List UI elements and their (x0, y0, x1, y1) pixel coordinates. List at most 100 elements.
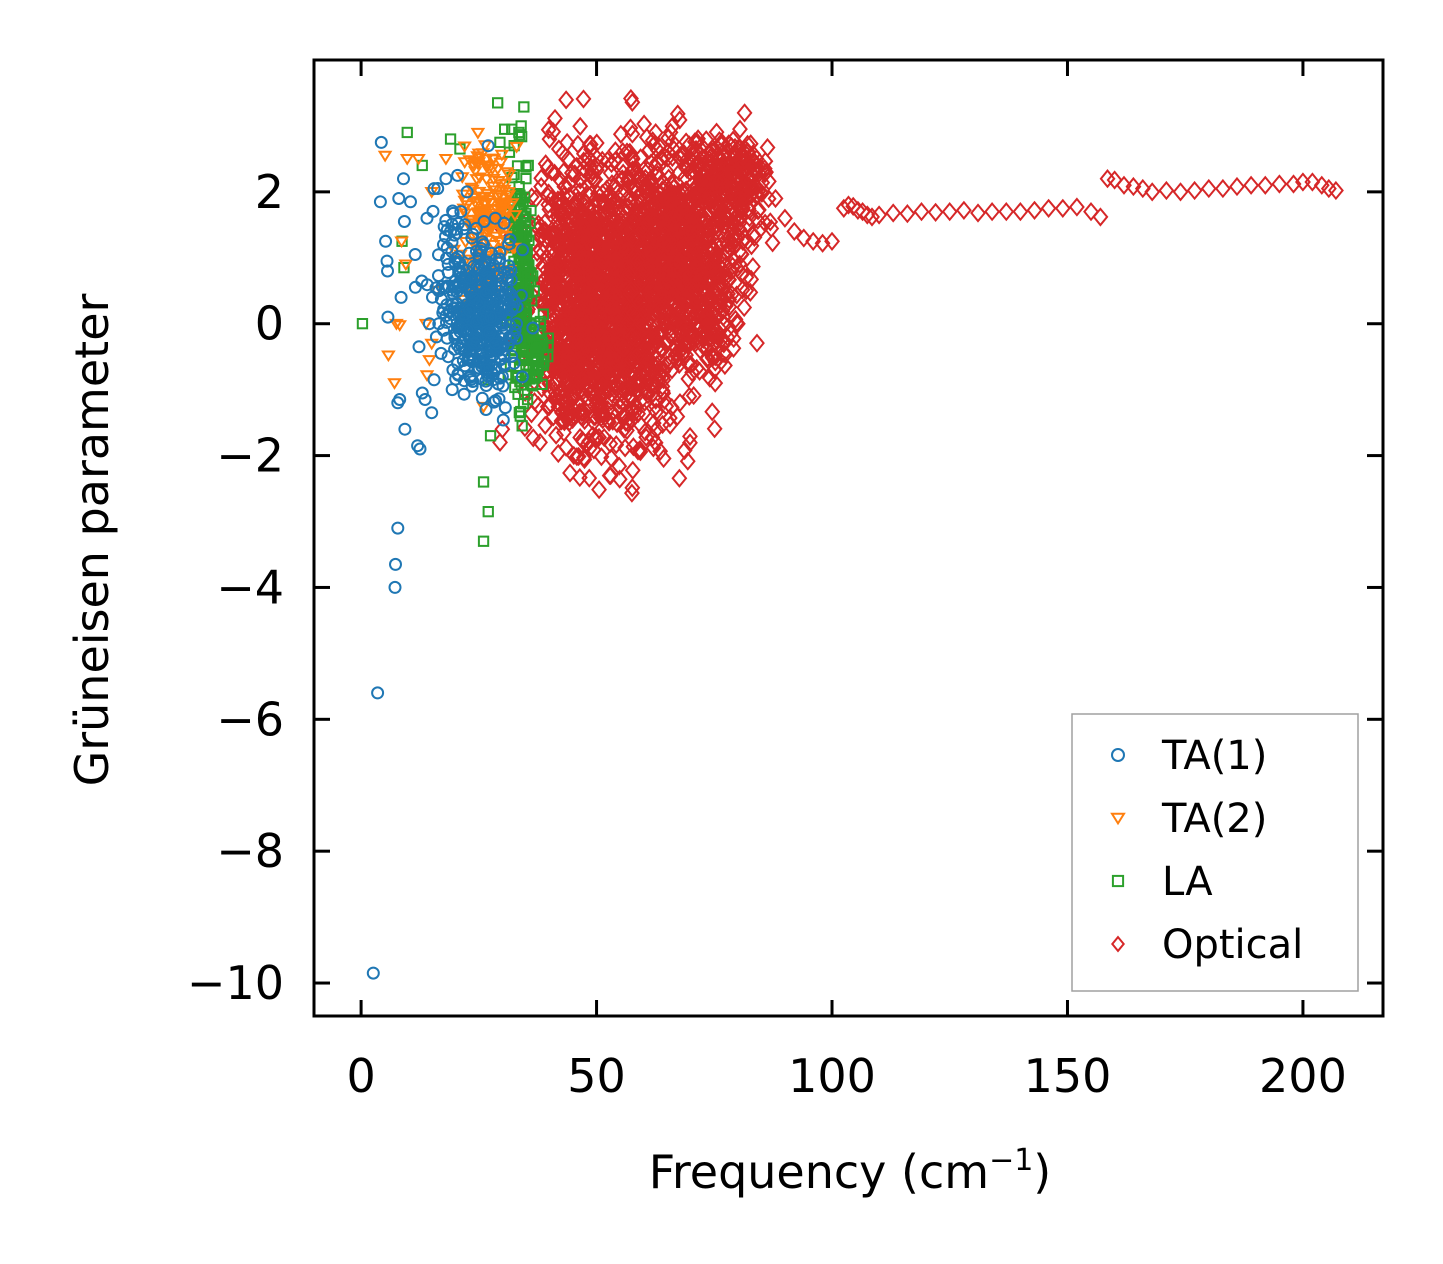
data-point (415, 386, 429, 400)
data-point (366, 966, 380, 980)
data-point (560, 230, 577, 251)
data-point (634, 220, 651, 240)
data-point (692, 236, 709, 256)
data-point (731, 159, 748, 179)
data-point (416, 159, 428, 172)
legend-item: LA (1111, 859, 1213, 905)
data-point (479, 287, 493, 301)
data-point (547, 253, 564, 274)
data-point (526, 321, 540, 335)
data-point (723, 262, 740, 282)
data-point (508, 140, 520, 152)
data-point (460, 264, 474, 278)
data-point (885, 203, 902, 223)
data-point (399, 154, 415, 166)
data-point (850, 200, 866, 220)
x-axis-label-superscript: −1 (989, 1143, 1033, 1178)
data-point (667, 338, 684, 358)
legend-label: Optical (1162, 922, 1303, 968)
data-point (682, 327, 699, 347)
data-point (725, 214, 742, 234)
data-point (584, 236, 601, 257)
data-point (557, 176, 574, 196)
data-point (750, 181, 767, 201)
data-point (1106, 170, 1123, 190)
data-point (546, 108, 563, 129)
data-point (665, 307, 682, 327)
data-point (518, 101, 530, 113)
data-point (594, 150, 611, 170)
data-point (504, 198, 520, 210)
data-point (899, 204, 916, 224)
data-point (557, 285, 574, 305)
data-point (479, 363, 493, 377)
data-point (540, 195, 557, 215)
data-point (720, 269, 737, 289)
data-point (602, 466, 619, 486)
data-point (646, 198, 663, 218)
legend-item: TA(2) (1110, 796, 1267, 842)
data-point (482, 506, 494, 518)
y-tick-label: 0 (255, 297, 284, 351)
data-point (463, 271, 477, 285)
data-point (607, 351, 624, 371)
data-point (681, 426, 698, 447)
data-point (581, 438, 598, 458)
data-point (645, 413, 662, 433)
data-point (616, 419, 633, 439)
data-point (701, 260, 718, 280)
data-point (578, 323, 595, 343)
data-point (752, 219, 769, 239)
data-point (1172, 182, 1189, 202)
data-point (629, 251, 646, 271)
data-point (455, 189, 471, 202)
data-point (513, 282, 525, 294)
data-point (636, 240, 653, 260)
data-point (553, 403, 570, 423)
data-point (408, 248, 422, 261)
data-point (559, 310, 576, 330)
data-point (927, 202, 944, 222)
data-point (624, 460, 641, 480)
data-point (622, 118, 639, 138)
data-point (662, 415, 679, 435)
data-point (515, 252, 527, 264)
data-point (602, 163, 619, 183)
data-point (553, 350, 570, 370)
data-point (516, 420, 528, 432)
data-point (704, 348, 721, 368)
data-point (418, 393, 432, 406)
data-point (603, 295, 620, 315)
data-point (381, 310, 395, 324)
data-point (708, 260, 725, 280)
data-point (610, 397, 627, 417)
data-point (520, 360, 532, 372)
data-point (693, 136, 710, 156)
data-point (445, 383, 459, 397)
data-point (392, 320, 408, 332)
data-point (451, 356, 465, 370)
data-point (471, 157, 487, 169)
data-point (627, 395, 644, 415)
data-point (864, 207, 881, 227)
data-point (517, 418, 533, 438)
data-point (561, 412, 578, 432)
data-point (661, 408, 678, 428)
data-point (636, 114, 653, 134)
data-point (497, 178, 513, 191)
data-point (584, 338, 601, 358)
data-point (601, 184, 618, 205)
legend-marker (1111, 874, 1125, 888)
data-point (679, 451, 696, 471)
data-point (678, 207, 695, 228)
data-point (537, 154, 554, 174)
data-point (443, 304, 457, 318)
data-point (571, 169, 588, 189)
x-tick-label: 100 (788, 1049, 876, 1103)
data-point (498, 357, 512, 371)
data-point (391, 521, 405, 535)
data-point (749, 210, 766, 230)
data-point (537, 308, 550, 320)
data-point (441, 350, 455, 364)
data-point (532, 432, 548, 452)
